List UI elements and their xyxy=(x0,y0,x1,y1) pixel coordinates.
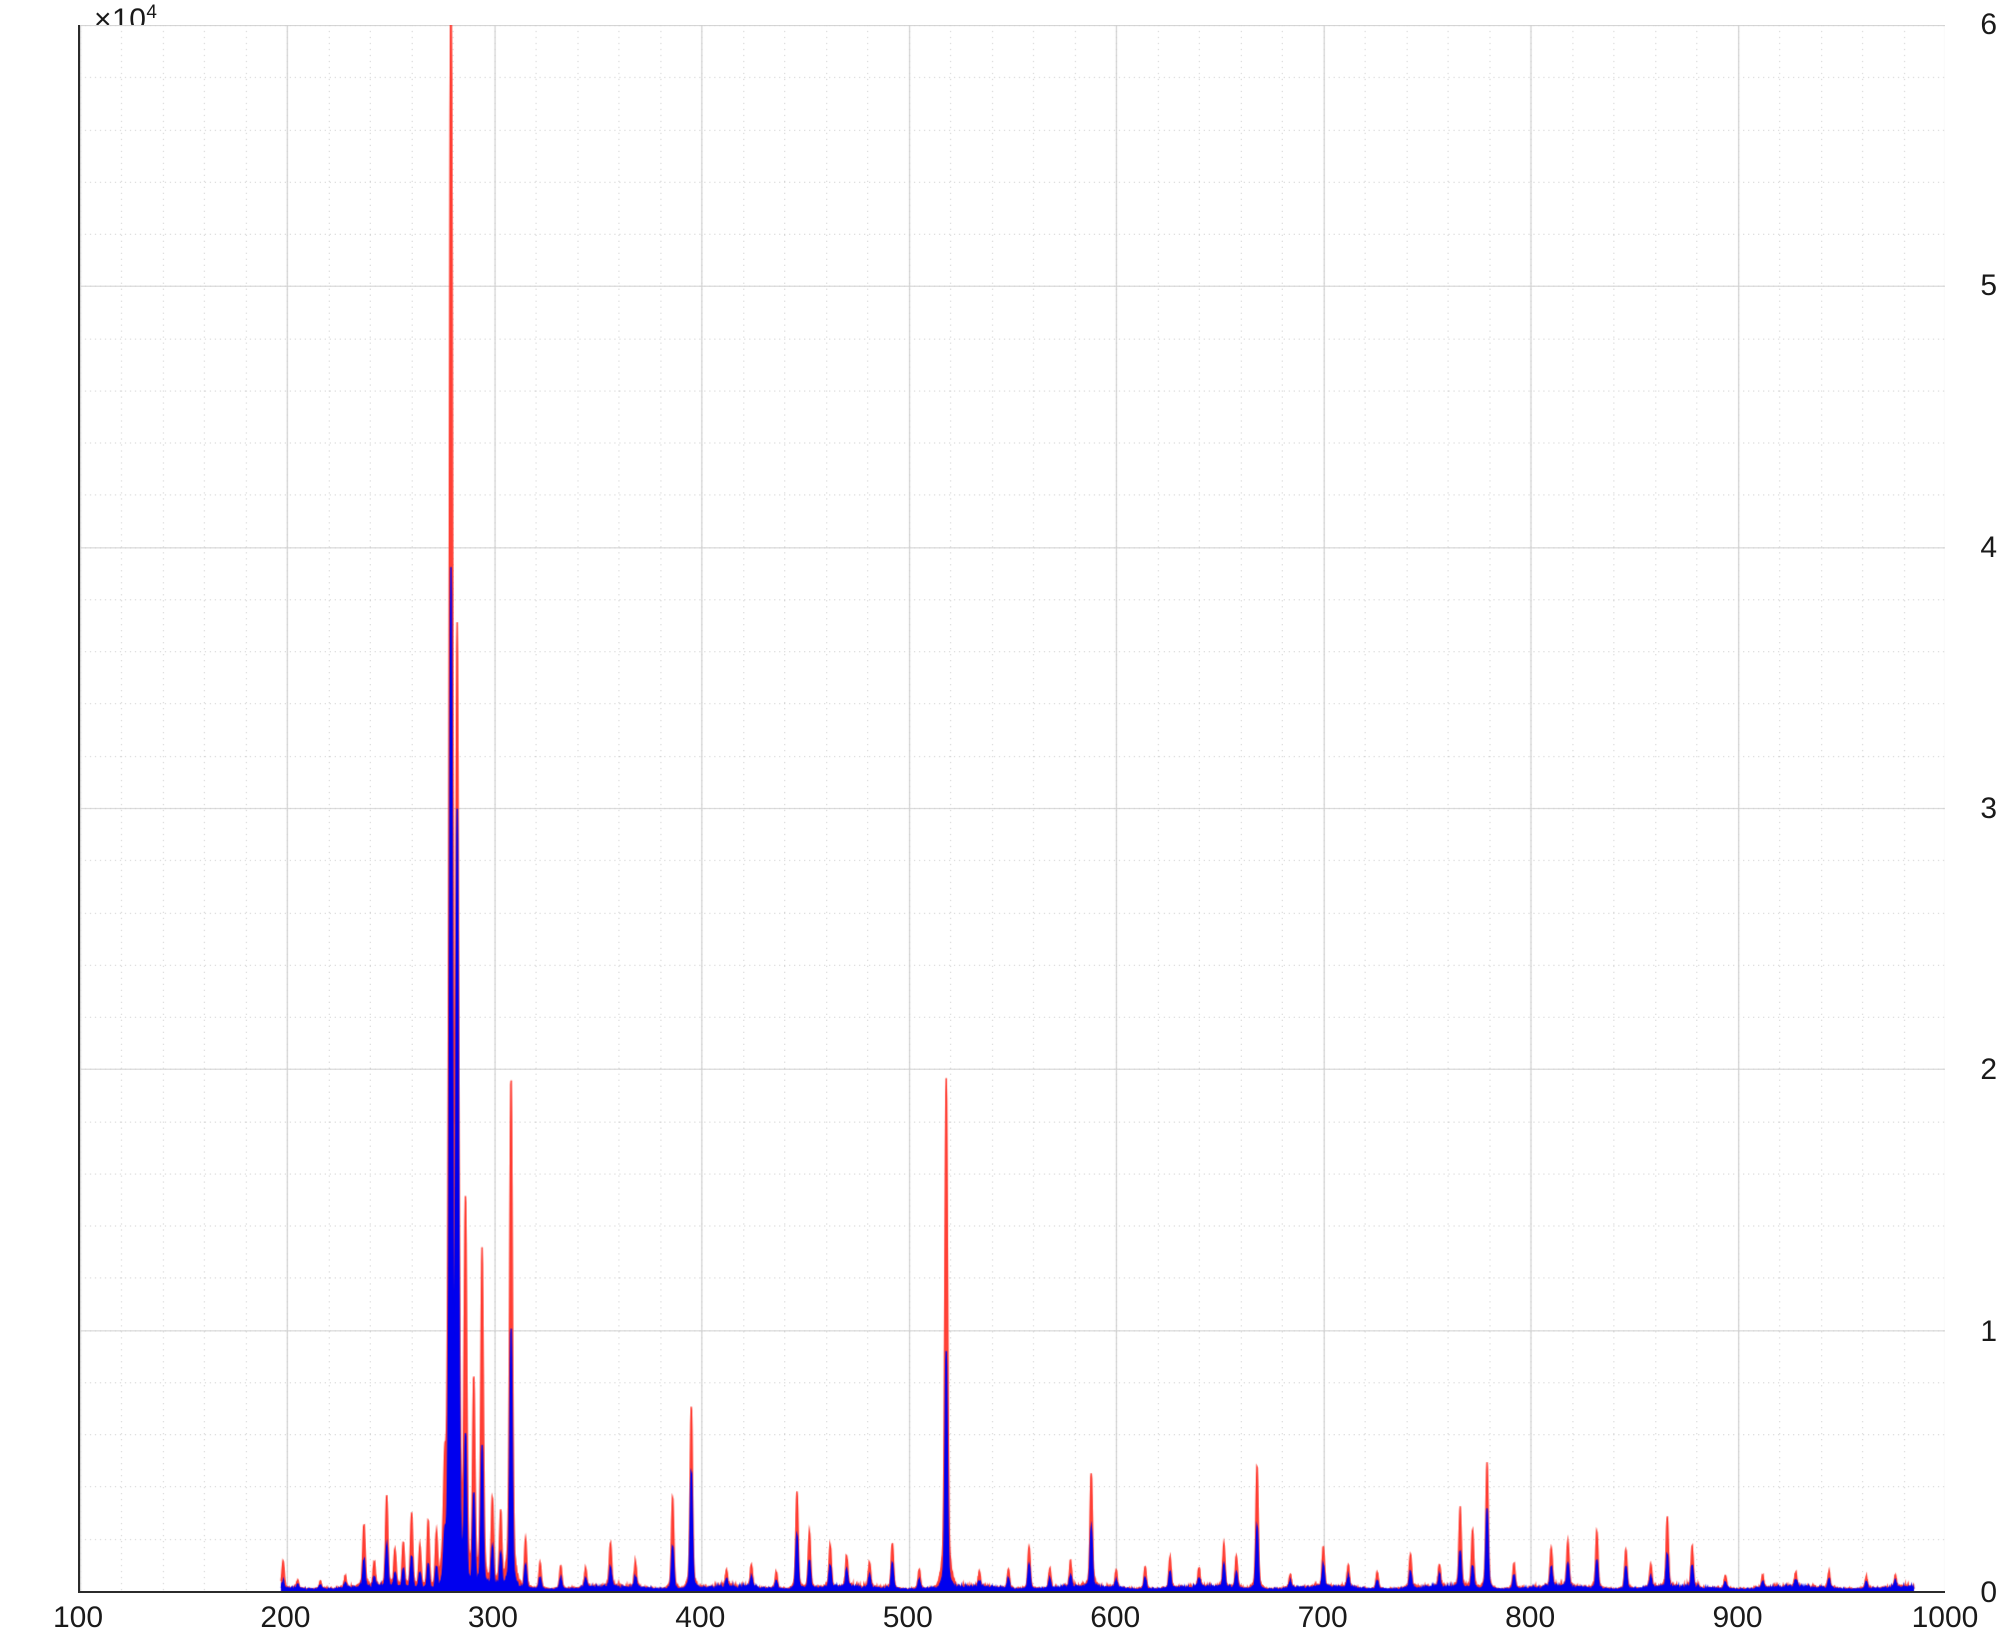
x-tick-label: 500 xyxy=(882,1601,933,1634)
x-tick-label: 300 xyxy=(467,1601,518,1634)
x-tick-label: 700 xyxy=(1297,1601,1348,1634)
x-tick-label: 400 xyxy=(675,1601,726,1634)
y-tick-label: 3 xyxy=(1980,792,1997,825)
x-tick-label: 600 xyxy=(1090,1601,1141,1634)
x-tick-label: 800 xyxy=(1505,1601,1556,1634)
x-tick-label: 200 xyxy=(260,1601,311,1634)
y-tick-label: 6 xyxy=(1980,8,1997,41)
x-tick-label: 900 xyxy=(1712,1601,1763,1634)
y-tick-label: 0 xyxy=(1980,1576,1997,1609)
spectrum-traces xyxy=(80,25,1945,1591)
x-tick-label: 100 xyxy=(52,1601,104,1634)
x-tick-label: 1000 xyxy=(1911,1601,1979,1634)
y-tick-label: 4 xyxy=(1980,530,1997,564)
y-tick-label: 2 xyxy=(1980,1053,1997,1087)
plot-area xyxy=(78,25,1945,1593)
y-tick-label: 1 xyxy=(1980,1314,1997,1348)
y-axis-exponent-power: 4 xyxy=(146,2,158,23)
y-tick-label: 5 xyxy=(1980,269,1997,303)
